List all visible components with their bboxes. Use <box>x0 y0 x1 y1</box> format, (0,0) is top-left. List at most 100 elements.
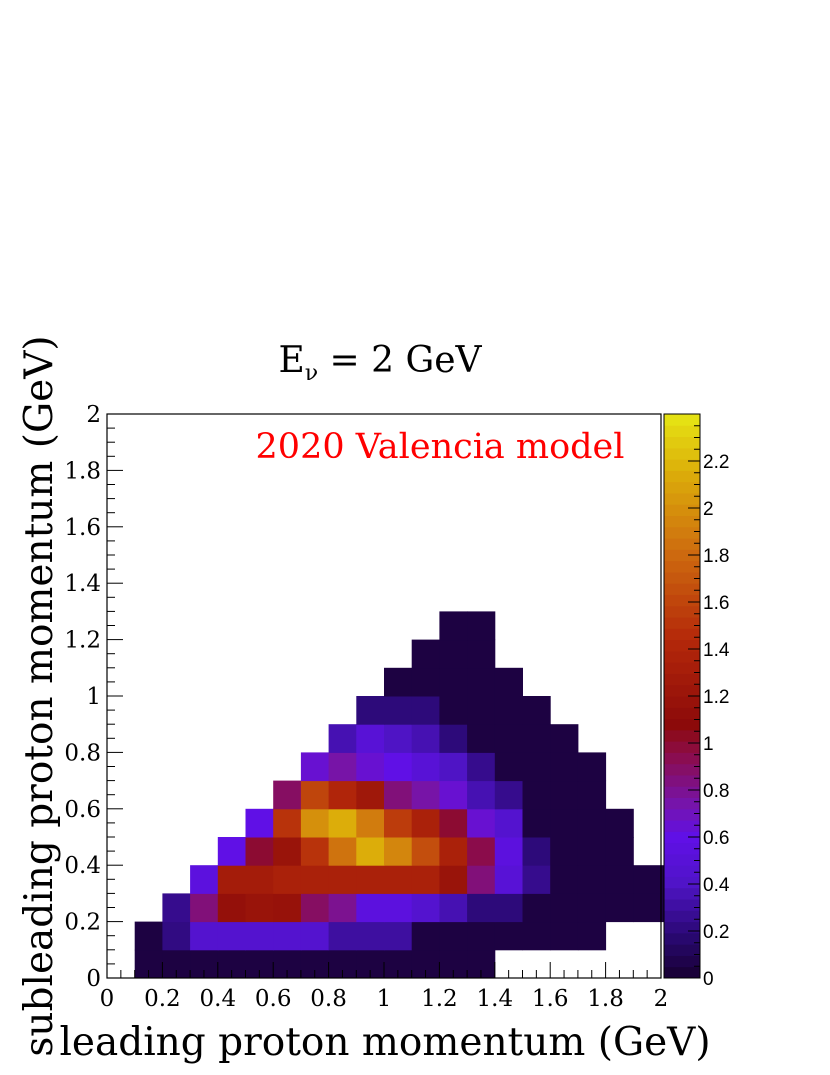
heatmap-cell <box>522 865 551 894</box>
heatmap-cell <box>605 893 634 923</box>
palette-band <box>664 808 700 821</box>
heatmap-cell <box>439 724 468 753</box>
heatmap-cell <box>356 893 385 923</box>
heatmap-cell <box>550 837 579 866</box>
z-tick-label: 1 <box>703 734 714 755</box>
heatmap-cell <box>328 724 357 753</box>
y-tick-label: 0.4 <box>64 853 101 879</box>
palette-band <box>664 921 700 934</box>
heatmap-cell <box>411 921 440 951</box>
heatmap-cell <box>273 865 302 894</box>
z-tick-label: 0.2 <box>703 922 729 943</box>
heatmap-cell <box>300 865 330 894</box>
heatmap-cell <box>411 752 440 782</box>
heatmap-cell <box>605 837 634 866</box>
palette-band <box>664 763 700 776</box>
heatmap-cell <box>217 837 246 866</box>
heatmap-cell <box>467 696 496 725</box>
y-tick-label: 0.2 <box>64 910 101 936</box>
heatmap-cell <box>411 724 440 753</box>
heatmap-cell <box>356 865 385 894</box>
palette-band <box>664 447 700 460</box>
heatmap-cell <box>522 837 551 866</box>
heatmap-cell <box>300 780 330 810</box>
heatmap-cell <box>467 837 496 866</box>
palette-band <box>664 617 700 629</box>
palette-band <box>664 459 700 471</box>
x-tick-label: 0.4 <box>200 986 237 1012</box>
x-tick-label: 0.2 <box>144 986 181 1012</box>
palette-band <box>664 910 700 923</box>
x-tick-label: 0.8 <box>310 986 347 1012</box>
z-tick-label: 1.2 <box>703 687 729 708</box>
palette-band <box>664 718 700 731</box>
heatmap-cell <box>300 893 330 923</box>
heatmap-cell <box>356 921 385 951</box>
heatmap-cell <box>245 865 274 894</box>
annotation-label: 2020 Valencia model <box>256 427 625 467</box>
palette-band <box>664 436 700 449</box>
heatmap-cell <box>356 696 385 725</box>
heatmap-cell <box>411 865 440 894</box>
heatmap-cell <box>217 893 246 923</box>
heatmap-cell <box>467 893 496 923</box>
heatmap-cell <box>411 667 440 697</box>
heatmap-cell <box>411 808 440 838</box>
heatmap-cell <box>300 837 330 866</box>
heatmap-cell <box>384 696 413 725</box>
heatmap-cell <box>522 893 551 923</box>
y-axis-label: subleading proton momentum (GeV) <box>17 335 62 1056</box>
heatmap-cell <box>550 752 579 782</box>
x-tick-label: 1.6 <box>532 986 569 1012</box>
palette-band <box>664 662 700 674</box>
heatmap-cell <box>273 893 302 923</box>
heatmap-cell <box>577 893 607 923</box>
x-tick-label: 1 <box>377 986 392 1012</box>
heatmap-cell <box>134 921 163 951</box>
palette-band <box>664 696 700 708</box>
palette-band <box>664 831 700 844</box>
heatmap-cell <box>577 752 607 782</box>
heatmap-cell <box>550 865 579 894</box>
heatmap-cell <box>384 865 413 894</box>
heatmap-cell <box>467 752 496 782</box>
palette-band <box>664 899 700 911</box>
heatmap-cell <box>328 808 357 838</box>
z-tick-label: 1.6 <box>703 593 729 614</box>
heatmap-cell <box>273 921 302 951</box>
heatmap-cell <box>439 752 468 782</box>
palette-band <box>664 560 700 573</box>
heatmap-cell <box>190 921 219 951</box>
palette-band <box>664 492 700 505</box>
x-tick-label: 0 <box>100 986 115 1012</box>
heatmap-cell <box>467 780 496 810</box>
y-tick-label: 0 <box>86 966 101 992</box>
palette-band <box>664 729 700 742</box>
palette-band <box>664 684 700 697</box>
y-tick-label: 0.8 <box>64 740 101 766</box>
palette-band <box>664 583 700 595</box>
palette-band <box>664 515 700 528</box>
x-tick-label: 0.6 <box>255 986 292 1012</box>
x-tick-label: 1.2 <box>421 986 458 1012</box>
palette-band <box>664 414 700 426</box>
palette-band <box>664 538 700 550</box>
heatmap-cell <box>605 865 634 894</box>
heatmap-cell <box>467 724 496 753</box>
heatmap-cell <box>439 696 468 725</box>
heatmap-cell <box>328 780 357 810</box>
heatmap-cell <box>550 724 579 753</box>
heatmap-cell <box>217 921 246 951</box>
palette-band <box>664 470 700 483</box>
heatmap-cell <box>245 921 274 951</box>
heatmap-cell <box>384 893 413 923</box>
palette-band <box>664 865 700 877</box>
palette-band <box>664 797 700 810</box>
heatmap-cell <box>356 724 385 753</box>
heatmap-cell <box>328 837 357 866</box>
z-tick-label: 1.4 <box>703 640 730 661</box>
y-tick-label: 1.4 <box>64 571 101 597</box>
heatmap-cell <box>162 921 191 951</box>
heatmap-cell <box>217 865 246 894</box>
y-tick-label: 2 <box>86 402 101 428</box>
